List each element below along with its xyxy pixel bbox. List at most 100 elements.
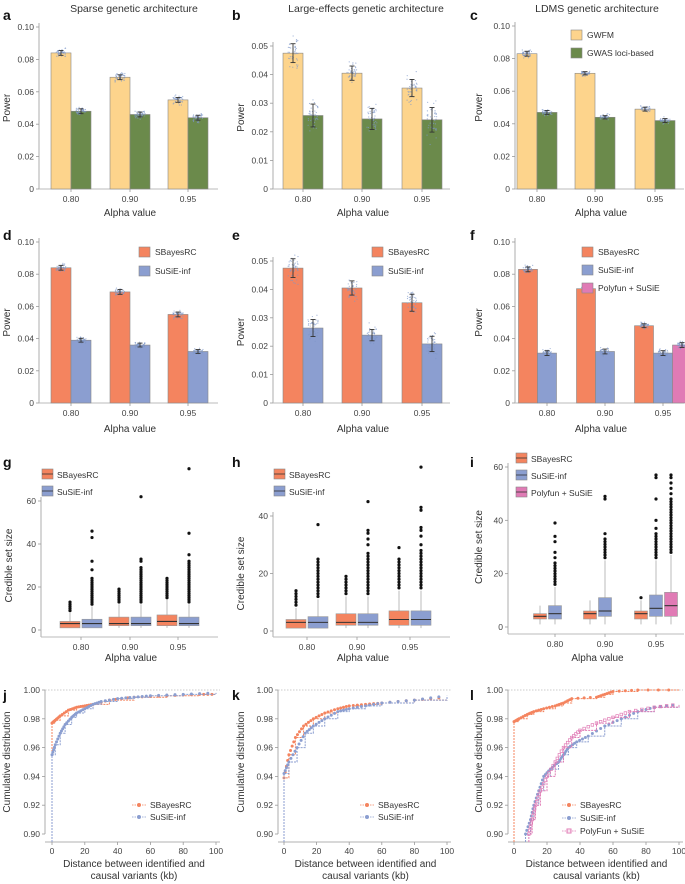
replicate-point — [122, 289, 125, 291]
legend-label: SBayesRC — [289, 470, 331, 480]
replicate-point — [433, 348, 435, 350]
replicate-point — [176, 314, 178, 316]
data-point — [297, 730, 301, 734]
legend-marker — [567, 816, 571, 820]
replicate-point — [368, 118, 371, 120]
replicate-point — [85, 110, 87, 113]
replicate-point — [289, 56, 291, 58]
legend-swatch — [581, 282, 594, 294]
replicate-point — [79, 113, 81, 116]
replicate-point — [346, 287, 348, 290]
replicate-point — [406, 99, 408, 101]
bar — [537, 352, 557, 404]
replicate-point — [314, 118, 317, 120]
y-tick-label: 0.08 — [493, 269, 510, 279]
replicate-point — [124, 75, 126, 77]
replicate-point — [542, 113, 544, 115]
replicate-point — [679, 340, 681, 342]
replicate-point — [182, 95, 184, 98]
replicate-point — [608, 114, 611, 116]
panel-label: k — [232, 687, 240, 703]
box — [130, 616, 152, 626]
y-tick-label: 0.05 — [251, 41, 268, 51]
panel-title: Sparse genetic architecture — [70, 3, 198, 15]
outlier-point — [117, 587, 121, 591]
x-tick-label: 0.95 — [180, 194, 197, 204]
replicate-point — [600, 115, 602, 117]
replicate-point — [290, 268, 292, 271]
replicate-point — [315, 323, 317, 325]
replicate-point — [607, 350, 609, 352]
replicate-point — [542, 349, 544, 351]
replicate-point — [75, 339, 77, 341]
bar — [574, 72, 596, 190]
replicate-point — [660, 120, 662, 122]
replicate-point — [192, 120, 195, 123]
data-point — [547, 705, 551, 709]
data-point — [57, 734, 61, 738]
outlier-point — [669, 540, 673, 544]
bar — [167, 314, 189, 404]
x-tick-label: 80 — [178, 846, 188, 856]
panel-h: h Credible set size 0 20 40 0.80 0.90 0.95 Alpha… — [232, 454, 450, 664]
replicate-point — [75, 111, 77, 113]
replicate-point — [181, 101, 183, 103]
x-tick-label: 0.95 — [414, 408, 431, 418]
outlier-point — [654, 473, 658, 477]
replicate-point — [410, 300, 412, 302]
replicate-point — [367, 337, 370, 340]
replicate-point — [367, 333, 370, 335]
outlier-point — [316, 577, 320, 581]
replicate-point — [409, 91, 411, 93]
x-axis-label: Alpha value — [104, 424, 157, 435]
data-point — [527, 832, 531, 836]
replicate-point — [121, 73, 123, 75]
y-axis-label: Power — [474, 308, 485, 337]
replicate-point — [173, 314, 175, 316]
panel-label: b — [232, 7, 241, 23]
data-point — [545, 774, 549, 779]
replicate-point — [57, 266, 59, 268]
replicate-point — [669, 118, 671, 120]
outlier-point — [68, 600, 72, 604]
y-tick-label: 0.10 — [17, 22, 34, 32]
replicate-point — [201, 117, 204, 120]
replicate-point — [679, 348, 682, 350]
legend-label: GWFM — [587, 30, 614, 40]
replicate-point — [373, 109, 375, 112]
outlier-point — [654, 542, 658, 546]
replicate-point — [354, 69, 356, 71]
replicate-point — [432, 127, 434, 130]
replicate-point — [297, 269, 299, 272]
data-point — [570, 697, 574, 701]
legend-label: SuSiE-inf — [155, 266, 191, 276]
data-point — [532, 803, 536, 807]
data-point — [341, 708, 345, 712]
replicate-point — [527, 272, 529, 274]
replicate-point — [642, 324, 644, 326]
replicate-point — [434, 341, 436, 343]
replicate-point — [666, 120, 669, 122]
y-tick-label: 0.08 — [493, 54, 510, 64]
replicate-point — [78, 339, 80, 341]
replicate-point — [433, 345, 435, 348]
replicate-point — [544, 115, 546, 117]
data-point — [347, 707, 351, 711]
outlier-point — [294, 594, 298, 599]
outlier-point — [669, 529, 673, 533]
data-point — [107, 698, 111, 702]
data-point — [586, 725, 590, 729]
replicate-point — [434, 115, 436, 118]
replicate-point — [583, 73, 585, 75]
replicate-point — [314, 324, 316, 326]
replicate-point — [122, 77, 124, 80]
box — [583, 610, 597, 620]
replicate-point — [407, 292, 409, 294]
replicate-point — [347, 283, 349, 285]
x-tick-label: 100 — [440, 846, 454, 856]
replicate-point — [116, 77, 118, 80]
replicate-point — [141, 344, 144, 347]
replicate-point — [56, 50, 59, 53]
replicate-point — [374, 326, 376, 328]
replicate-point — [369, 331, 371, 333]
